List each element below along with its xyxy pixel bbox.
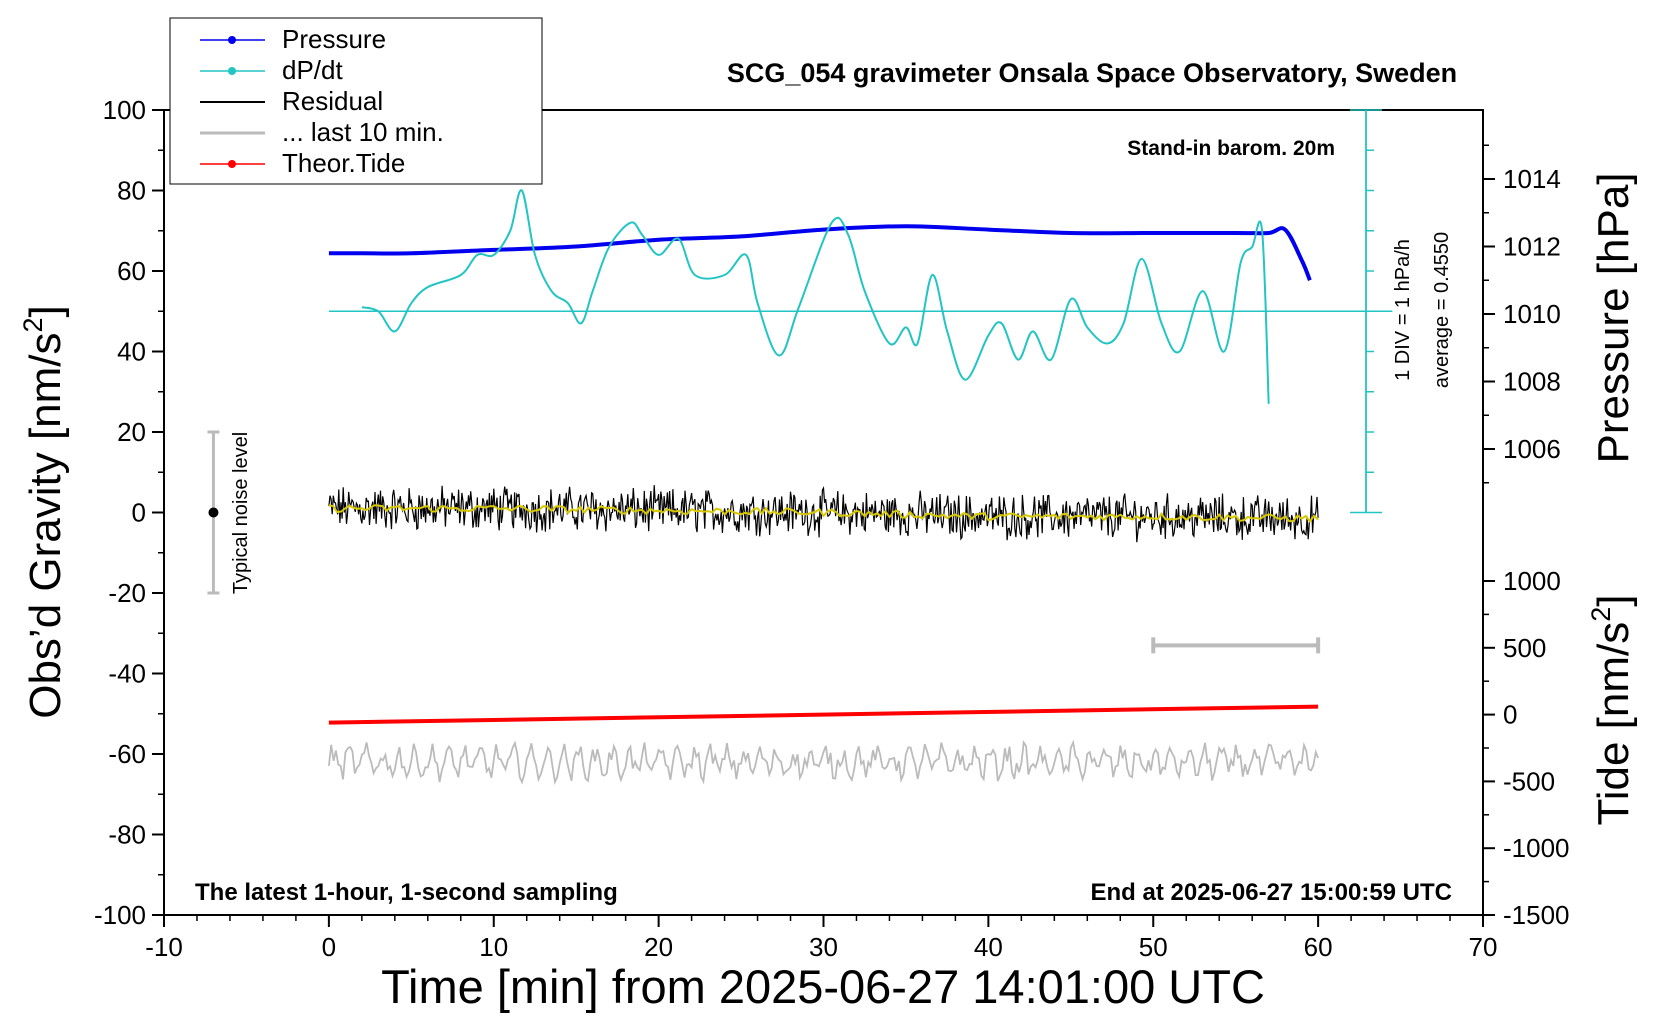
legend-label: ... last 10 min. <box>282 117 444 147</box>
series-pressure-line <box>328 224 1312 282</box>
series-layer <box>328 189 1393 786</box>
y-axis-left-title: Obs’d Gravity [nm/s2] <box>18 305 70 719</box>
legend-marker <box>228 67 236 75</box>
x-tick-label: 50 <box>1139 932 1168 962</box>
y-tick-label: -40 <box>108 659 146 689</box>
tide-tick-label: -500 <box>1503 766 1555 796</box>
noise-bar-center-dot <box>208 507 219 518</box>
y-tick-label: -80 <box>108 820 146 850</box>
end-time-note: End at 2025-06-27 15:00:59 UTC <box>1091 879 1453 906</box>
x-tick-label: 60 <box>1304 932 1333 962</box>
pressure-tick-label: 1010 <box>1503 299 1561 329</box>
tide-tick-label: 1000 <box>1503 566 1561 596</box>
noise-label: Typical noise level <box>230 432 252 594</box>
tide-axis-ticks: 1000 500 0 -500 -1000 -1500 <box>1483 566 1570 930</box>
legend-label: dP/dt <box>282 55 343 85</box>
sampling-note: The latest 1-hour, 1-second sampling <box>195 879 618 906</box>
x-tick-label: 30 <box>809 932 838 962</box>
y-tick-label: 60 <box>117 256 146 286</box>
legend-marker <box>228 36 236 44</box>
legend-label: Pressure <box>282 24 386 54</box>
series-residual-smoothed-line <box>328 504 1319 524</box>
y-tick-label: -100 <box>94 900 146 930</box>
series-tide-line <box>328 704 1319 725</box>
dpdt-scale-label: 1 DIV = 1 hPa/h <box>1392 239 1414 381</box>
chart-title: SCG_054 gravimeter Onsala Space Observat… <box>727 58 1457 88</box>
legend-marker <box>228 160 236 168</box>
legend-label: Theor.Tide <box>282 148 405 178</box>
series-dpdt-line <box>361 189 1270 404</box>
x-tick-label: 0 <box>322 932 336 962</box>
legend-label: Residual <box>282 86 383 116</box>
series-last10-line <box>328 739 1319 786</box>
tide-title-sup: 2 <box>1586 607 1616 622</box>
pressure-axis-ticks: 1014 1012 1010 1008 1006 <box>1483 144 1561 484</box>
y-axis-ticks: 100 80 60 40 20 0 -20 -40 -60 -80 -100 <box>94 95 164 930</box>
pressure-tick-label: 1006 <box>1503 434 1561 464</box>
y-axis-pressure-title: Pressure [hPa] <box>1589 172 1638 463</box>
barometer-note: Stand-in barom. 20m <box>1127 137 1335 160</box>
y-left-title-main: Obs’d Gravity [nm/s <box>21 332 70 718</box>
last-10-min-bar <box>1151 637 1321 654</box>
noise-level-bar <box>207 430 220 595</box>
x-tick-label: 20 <box>644 932 673 962</box>
series-residual-line <box>328 485 1319 543</box>
y-tick-label: 40 <box>117 337 146 367</box>
pressure-tick-label: 1014 <box>1503 164 1561 194</box>
y-tick-label: 80 <box>117 176 146 206</box>
tide-tick-label: 500 <box>1503 633 1546 663</box>
y-tick-label: -20 <box>108 578 146 608</box>
pressure-tick-label: 1008 <box>1503 367 1561 397</box>
dpdt-average-label: average = 0.4550 <box>1431 232 1453 388</box>
y-left-title-end: ] <box>21 305 70 317</box>
tide-tick-label: -1500 <box>1503 900 1570 930</box>
tide-tick-label: -1000 <box>1503 833 1570 863</box>
x-tick-label: 40 <box>974 932 1003 962</box>
y-tick-label: 100 <box>103 95 146 125</box>
x-tick-label: 70 <box>1469 932 1498 962</box>
y-left-title-sup: 2 <box>18 317 48 332</box>
tide-title-end: ] <box>1589 594 1638 606</box>
y-tick-label: 0 <box>132 498 146 528</box>
x-tick-label: 10 <box>479 932 508 962</box>
tide-title-main: Tide [nm/s <box>1589 622 1638 826</box>
x-tick-label: -10 <box>145 932 183 962</box>
tide-tick-label: 0 <box>1503 700 1517 730</box>
x-axis-title: Time [min] from 2025-06-27 14:01:00 UTC <box>381 960 1265 1013</box>
y-axis-tide-title: Tide [nm/s2] <box>1586 594 1638 825</box>
x-axis-ticks: -10 0 10 20 30 40 50 60 70 <box>145 915 1497 962</box>
y-tick-label: 20 <box>117 417 146 447</box>
pressure-tick-label: 1012 <box>1503 232 1561 262</box>
y-tick-label: -60 <box>108 739 146 769</box>
